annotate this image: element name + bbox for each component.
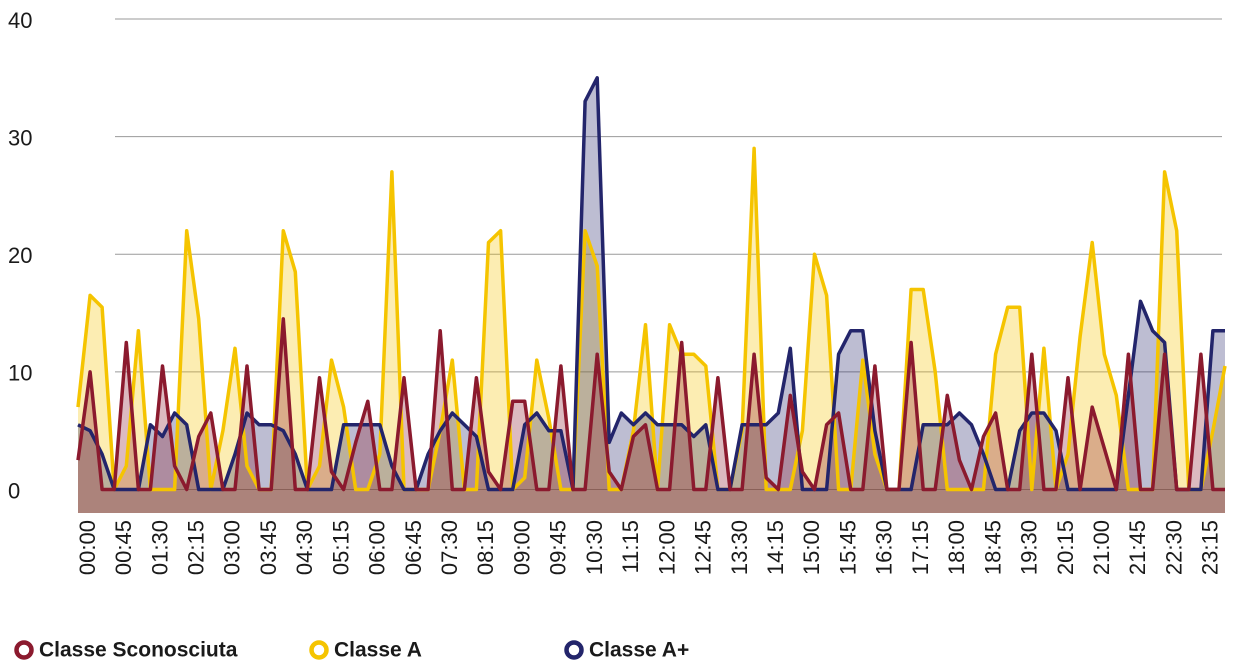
legend-marker bbox=[14, 640, 34, 660]
x-tick-label: 02:15 bbox=[183, 520, 208, 575]
x-tick-label: 18:45 bbox=[980, 520, 1005, 575]
y-tick-label: 10 bbox=[8, 361, 32, 386]
legend-item: Classe A+Classe A+ bbox=[564, 639, 689, 662]
x-tick-label: 15:45 bbox=[835, 520, 860, 575]
x-tick-label: 23:15 bbox=[1198, 520, 1223, 575]
x-tick-label: 21:00 bbox=[1089, 520, 1114, 575]
x-tick-label: 09:45 bbox=[546, 520, 571, 575]
x-tick-label: 21:45 bbox=[1125, 520, 1150, 575]
legend-marker bbox=[309, 640, 329, 660]
x-tick-label: 15:00 bbox=[799, 520, 824, 575]
x-tick-label: 06:45 bbox=[401, 520, 426, 575]
x-tick-label: 18:00 bbox=[944, 520, 969, 575]
x-tick-label: 19:30 bbox=[1017, 520, 1042, 575]
series-line bbox=[76, 317, 1225, 492]
legend-marker bbox=[564, 640, 584, 660]
x-tick-label: 22:30 bbox=[1161, 520, 1186, 575]
series-line bbox=[77, 76, 1225, 492]
x-tick-label: 16:30 bbox=[872, 520, 897, 575]
y-tick-label: 30 bbox=[8, 125, 32, 150]
x-tick-label: 12:45 bbox=[691, 520, 716, 575]
series-area bbox=[78, 318, 1225, 513]
legend-label: Classe A+ bbox=[589, 639, 689, 662]
legend-label: Classe A bbox=[334, 639, 422, 662]
x-tick-label: 01:30 bbox=[147, 520, 172, 575]
x-tick-label: 08:15 bbox=[473, 520, 498, 575]
x-tick-label: 05:15 bbox=[328, 520, 353, 575]
x-tick-label: 06:00 bbox=[365, 520, 390, 575]
x-tick-label: 10:30 bbox=[582, 520, 607, 575]
y-tick-label: 0 bbox=[8, 478, 20, 503]
x-tick-label: 09:00 bbox=[509, 520, 534, 575]
x-tick-label: 00:00 bbox=[75, 520, 100, 575]
x-tick-label: 14:15 bbox=[763, 520, 788, 575]
x-tick-label: 07:30 bbox=[437, 520, 462, 575]
x-tick-label: 20:15 bbox=[1053, 520, 1078, 575]
y-tick-label: 20 bbox=[8, 243, 32, 268]
x-tick-label: 13:30 bbox=[727, 520, 752, 575]
x-tick-label: 00:45 bbox=[111, 520, 136, 575]
legend-label: Classe Sconosciuta bbox=[39, 639, 238, 662]
series-area bbox=[78, 148, 1225, 513]
x-tick-label: 03:00 bbox=[220, 520, 245, 575]
x-tick-label: 12:00 bbox=[654, 520, 679, 575]
x-tick-label: 04:30 bbox=[292, 520, 317, 575]
x-tick-label: 03:45 bbox=[256, 520, 281, 575]
x-tick-label: 17:15 bbox=[908, 520, 933, 575]
x-tick-label: 11:15 bbox=[618, 520, 643, 573]
y-tick-label: 40 bbox=[8, 8, 32, 33]
